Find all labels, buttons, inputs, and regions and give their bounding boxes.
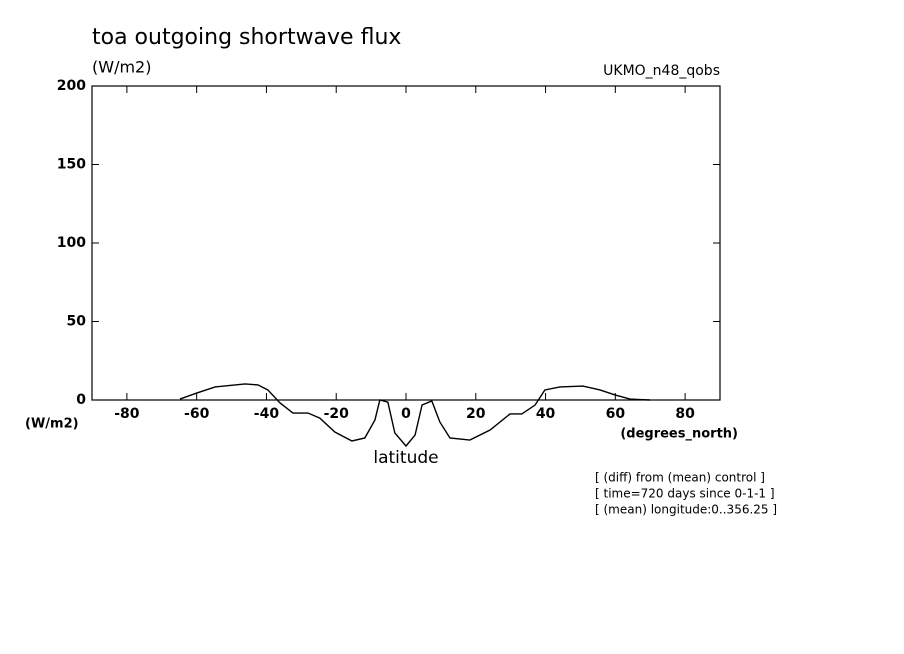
x-tick-label: -60 <box>184 406 210 422</box>
y-tick-label: 100 <box>57 235 86 251</box>
x-tick-label: 60 <box>606 406 626 422</box>
x-tick-label: 80 <box>675 406 695 422</box>
data-line <box>179 383 650 448</box>
x-tick-label: -40 <box>254 406 280 422</box>
y-tick-label: 200 <box>57 78 86 94</box>
plot-frame <box>91 85 721 401</box>
x-axis-label: latitude <box>373 448 438 468</box>
y-tick-label: 50 <box>67 314 87 330</box>
y-tick-label: 150 <box>57 157 86 173</box>
y-units: (W/m2) <box>92 58 151 77</box>
note: [ time=720 days since 0-1-1 ] <box>595 487 775 501</box>
x-tick-label: 0 <box>401 406 411 422</box>
x-tick-label: 20 <box>466 406 486 422</box>
y-tick-label: 0 <box>76 392 86 408</box>
y-units-left: (W/m2) <box>25 417 79 432</box>
x-tick-label: -80 <box>114 406 140 422</box>
x-tick-label: -20 <box>324 406 350 422</box>
note: [ (mean) longitude:0..356.25 ] <box>595 503 777 517</box>
chart-title: toa outgoing shortwave flux <box>92 25 401 50</box>
note: [ (diff) from (mean) control ] <box>595 471 765 485</box>
dataset-label: UKMO_n48_qobs <box>603 63 720 79</box>
x-tick-label: 40 <box>536 406 556 422</box>
x-units: (degrees_north) <box>620 427 738 442</box>
